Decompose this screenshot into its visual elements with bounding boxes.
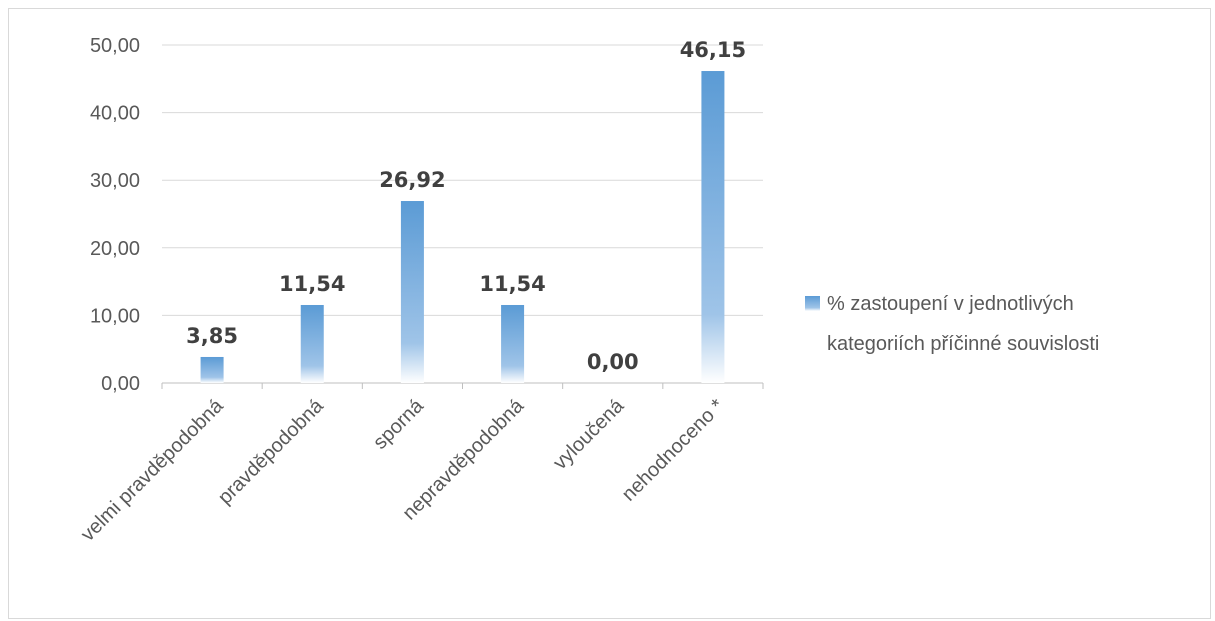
legend-line-1: % zastoupení v jednotlivých [827,293,1074,315]
y-axis-ticks: 0,00 10,00 20,00 30,00 40,00 50,00 [90,35,140,395]
legend: % zastoupení v jednotlivých kategoriích … [805,293,1099,355]
y-tick-label: 30,00 [90,170,140,192]
chart-frame [8,8,1211,619]
category-label: sporná [369,394,428,453]
gridlines [161,44,764,389]
category-label: nehodnoceno * [618,395,729,506]
data-label: 11,54 [279,272,345,296]
category-label: vyloučená [549,394,629,474]
y-tick-label: 50,00 [90,35,140,57]
bar [701,71,725,383]
bar [200,356,224,383]
bar [400,201,424,383]
data-label: 0,00 [587,350,639,374]
bar [501,304,525,383]
category-label: pravděpodobná [214,394,328,508]
data-label: 46,15 [680,38,746,62]
y-tick-label: 20,00 [90,238,140,260]
y-tick-label: 10,00 [90,305,140,327]
legend-line-2: kategoriích příčinné souvislosti [827,333,1099,355]
category-label: velmi pravděpodobná [77,394,228,545]
legend-swatch [805,296,820,311]
data-label: 3,85 [186,324,238,348]
bar [300,304,324,383]
data-label: 11,54 [479,272,545,296]
bars [200,71,725,383]
y-tick-label: 40,00 [90,103,140,125]
y-tick-label: 0,00 [101,373,140,395]
data-label: 26,92 [379,168,445,192]
data-labels: 3,85 11,54 26,92 11,54 0,00 46,15 [186,38,746,374]
